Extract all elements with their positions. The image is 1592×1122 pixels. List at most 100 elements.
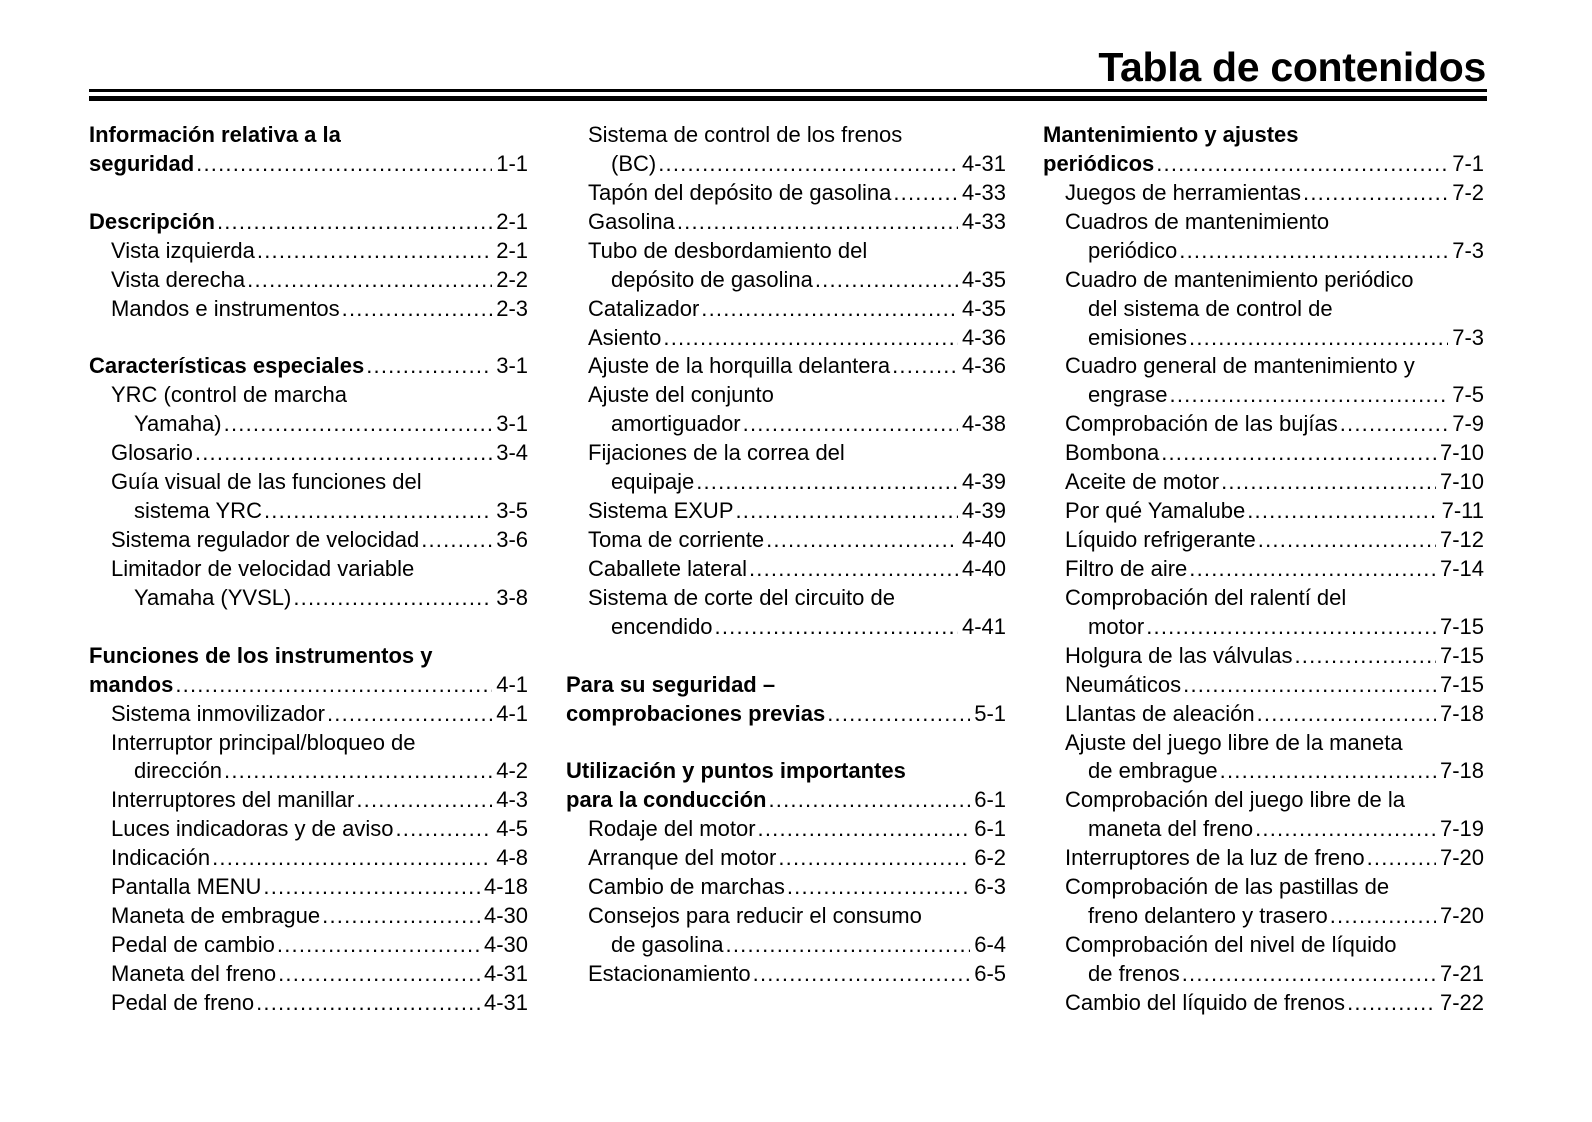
- toc-entry[interactable]: Cambio de marchas.......................…: [588, 872, 1006, 901]
- toc-entry[interactable]: Aceite de motor.........................…: [1065, 467, 1484, 496]
- toc-entry[interactable]: de frenos...............................…: [1088, 959, 1484, 988]
- toc-entry[interactable]: Luces indicadoras y de aviso............…: [111, 814, 528, 843]
- toc-entry[interactable]: encendido...............................…: [611, 612, 1006, 641]
- toc-entry[interactable]: dirección...............................…: [134, 756, 528, 785]
- toc-entry-title: motor: [1088, 613, 1145, 639]
- toc-entry[interactable]: Neumáticos..............................…: [1065, 670, 1484, 699]
- toc-entry-line: Cuadro de mantenimiento periódico: [1065, 265, 1484, 294]
- toc-entry[interactable]: Mandos e instrumentos...................…: [111, 294, 528, 323]
- dot-leader: ........................................…: [256, 237, 492, 263]
- toc-entry[interactable]: sistema YRC.............................…: [134, 496, 528, 525]
- toc-entry[interactable]: Juegos de herramientas..................…: [1065, 178, 1484, 207]
- toc-entry[interactable]: Comprobación de las bujías..............…: [1065, 409, 1484, 438]
- toc-entry-title: Comprobación del nivel de líquido: [1065, 932, 1397, 958]
- page-number: 2-1: [496, 208, 528, 234]
- toc-entry[interactable]: Estacionamiento.........................…: [588, 959, 1006, 988]
- toc-entry-title: Funciones de los instrumentos y: [89, 642, 433, 668]
- toc-entry[interactable]: freno delantero y trasero...............…: [1088, 901, 1484, 930]
- toc-entry[interactable]: Llantas de aleación.....................…: [1065, 699, 1484, 728]
- toc-entry[interactable]: motor...................................…: [1088, 612, 1484, 641]
- toc-entry[interactable]: Maneta de embrague......................…: [111, 901, 528, 930]
- toc-entry[interactable]: Pedal de freno..........................…: [111, 988, 528, 1017]
- toc-entry-title: Características especiales: [89, 353, 365, 379]
- toc-entry[interactable]: Filtro de aire..........................…: [1065, 554, 1484, 583]
- toc-entry-title: equipaje: [611, 469, 695, 495]
- page-number: 4-41: [961, 613, 1006, 639]
- toc-entry[interactable]: Gasolina................................…: [588, 207, 1006, 236]
- page-number: 4-35: [961, 295, 1006, 321]
- page-number: 6-5: [974, 960, 1006, 986]
- toc-entry[interactable]: emisiones...............................…: [1088, 323, 1484, 352]
- toc-entry[interactable]: Por qué Yamalube........................…: [1065, 496, 1484, 525]
- dot-leader: ........................................…: [786, 874, 970, 900]
- toc-entry[interactable]: maneta del freno........................…: [1088, 814, 1484, 843]
- toc-entry[interactable]: Líquido refrigerante....................…: [1065, 525, 1484, 554]
- dot-leader: ........................................…: [778, 845, 970, 871]
- toc-entry[interactable]: Pedal de cambio.........................…: [111, 930, 528, 959]
- toc-entry[interactable]: Tapón del depósito de gasolina..........…: [588, 178, 1006, 207]
- toc-entry[interactable]: periódicos..............................…: [1043, 149, 1484, 178]
- toc-entry[interactable]: Vista derecha...........................…: [111, 265, 528, 294]
- toc-entry-title: Líquido refrigerante: [1065, 527, 1256, 553]
- toc-entry[interactable]: periódico...............................…: [1088, 236, 1484, 265]
- toc-entry[interactable]: Yamaha).................................…: [134, 409, 528, 438]
- toc-entry[interactable]: amortiguador............................…: [611, 409, 1006, 438]
- toc-entry[interactable]: de gasolina.............................…: [611, 930, 1006, 959]
- page-number: 7-9: [1452, 411, 1484, 437]
- toc-entry[interactable]: Yamaha (YVSL)...........................…: [134, 583, 528, 612]
- toc-entry-title: Luces indicadoras y de aviso: [111, 816, 394, 842]
- toc-entry[interactable]: Caballete lateral.......................…: [588, 554, 1006, 583]
- toc-entry-title: Yamaha (YVSL): [134, 584, 292, 610]
- toc-entry[interactable]: comprobaciones previas..................…: [566, 699, 1006, 728]
- toc-entry[interactable]: Toma de corriente.......................…: [588, 525, 1006, 554]
- toc-entry[interactable]: Interruptores de la luz de freno........…: [1065, 843, 1484, 872]
- page-number: 7-15: [1439, 642, 1484, 668]
- toc-entry[interactable]: seguridad...............................…: [89, 149, 528, 178]
- toc-entry[interactable]: Pantalla MENU...........................…: [111, 872, 528, 901]
- toc-entry[interactable]: Catalizador.............................…: [588, 294, 1006, 323]
- page-number: 6-2: [974, 845, 1006, 871]
- toc-entry-title: Por qué Yamalube: [1065, 498, 1246, 524]
- toc-entry-title: Pedal de cambio: [111, 932, 275, 958]
- toc-entry-title: Sistema de corte del circuito de: [588, 584, 895, 610]
- dot-leader: ........................................…: [1156, 150, 1449, 176]
- toc-entry[interactable]: Arranque del motor......................…: [588, 843, 1006, 872]
- toc-entry[interactable]: Sistema regulador de velocidad..........…: [111, 525, 528, 554]
- toc-entry[interactable]: Sistema EXUP............................…: [588, 496, 1006, 525]
- toc-entry-title: del sistema de control de: [1088, 295, 1333, 321]
- toc-entry-title: Ajuste de la horquilla delantera: [588, 353, 891, 379]
- toc-entry[interactable]: Rodaje del motor........................…: [588, 814, 1006, 843]
- toc-entry[interactable]: Bombona.................................…: [1065, 438, 1484, 467]
- toc-entry[interactable]: Cambio del líquido de frenos............…: [1065, 988, 1484, 1017]
- toc-entry[interactable]: para la conducción......................…: [566, 785, 1006, 814]
- toc-entry[interactable]: Holgura de las válvulas.................…: [1065, 641, 1484, 670]
- toc-entry[interactable]: Maneta del freno........................…: [111, 959, 528, 988]
- dot-leader: ........................................…: [766, 527, 958, 553]
- toc-entry[interactable]: Ajuste de la horquilla delantera........…: [588, 351, 1006, 380]
- toc-entry-line: del sistema de control de: [1088, 294, 1484, 323]
- page-number: 7-1: [1452, 150, 1484, 176]
- toc-entry[interactable]: (BC)....................................…: [611, 149, 1006, 178]
- toc-entry[interactable]: engrase.................................…: [1088, 380, 1484, 409]
- toc-entry[interactable]: Interruptores del manillar..............…: [111, 785, 528, 814]
- toc-entry[interactable]: Asiento.................................…: [588, 323, 1006, 352]
- page-number: 6-1: [974, 787, 1006, 813]
- toc-entry[interactable]: Vista izquierda.........................…: [111, 236, 528, 265]
- toc-entry[interactable]: Glosario................................…: [111, 438, 528, 467]
- dot-leader: ........................................…: [293, 584, 492, 610]
- dot-leader: ........................................…: [1183, 671, 1436, 697]
- toc-entry[interactable]: Descripción.............................…: [89, 207, 528, 236]
- toc-entry[interactable]: equipaje................................…: [611, 467, 1006, 496]
- dot-leader: ........................................…: [814, 266, 958, 292]
- toc-entry-title: Toma de corriente: [588, 527, 765, 553]
- toc-entry[interactable]: Indicación..............................…: [111, 843, 528, 872]
- dot-leader: ........................................…: [1189, 324, 1448, 350]
- toc-entry[interactable]: mandos..................................…: [89, 670, 528, 699]
- toc-entry[interactable]: de embrague.............................…: [1088, 756, 1484, 785]
- toc-entry[interactable]: Sistema inmovilizador...................…: [111, 699, 528, 728]
- toc-entry-title: Comprobación de las bujías: [1065, 411, 1338, 437]
- toc-entry-title: freno delantero y trasero: [1088, 903, 1328, 929]
- toc-entry[interactable]: Características especiales..............…: [89, 351, 528, 380]
- page-number: 4-5: [496, 816, 528, 842]
- toc-entry[interactable]: depósito de gasolina....................…: [611, 265, 1006, 294]
